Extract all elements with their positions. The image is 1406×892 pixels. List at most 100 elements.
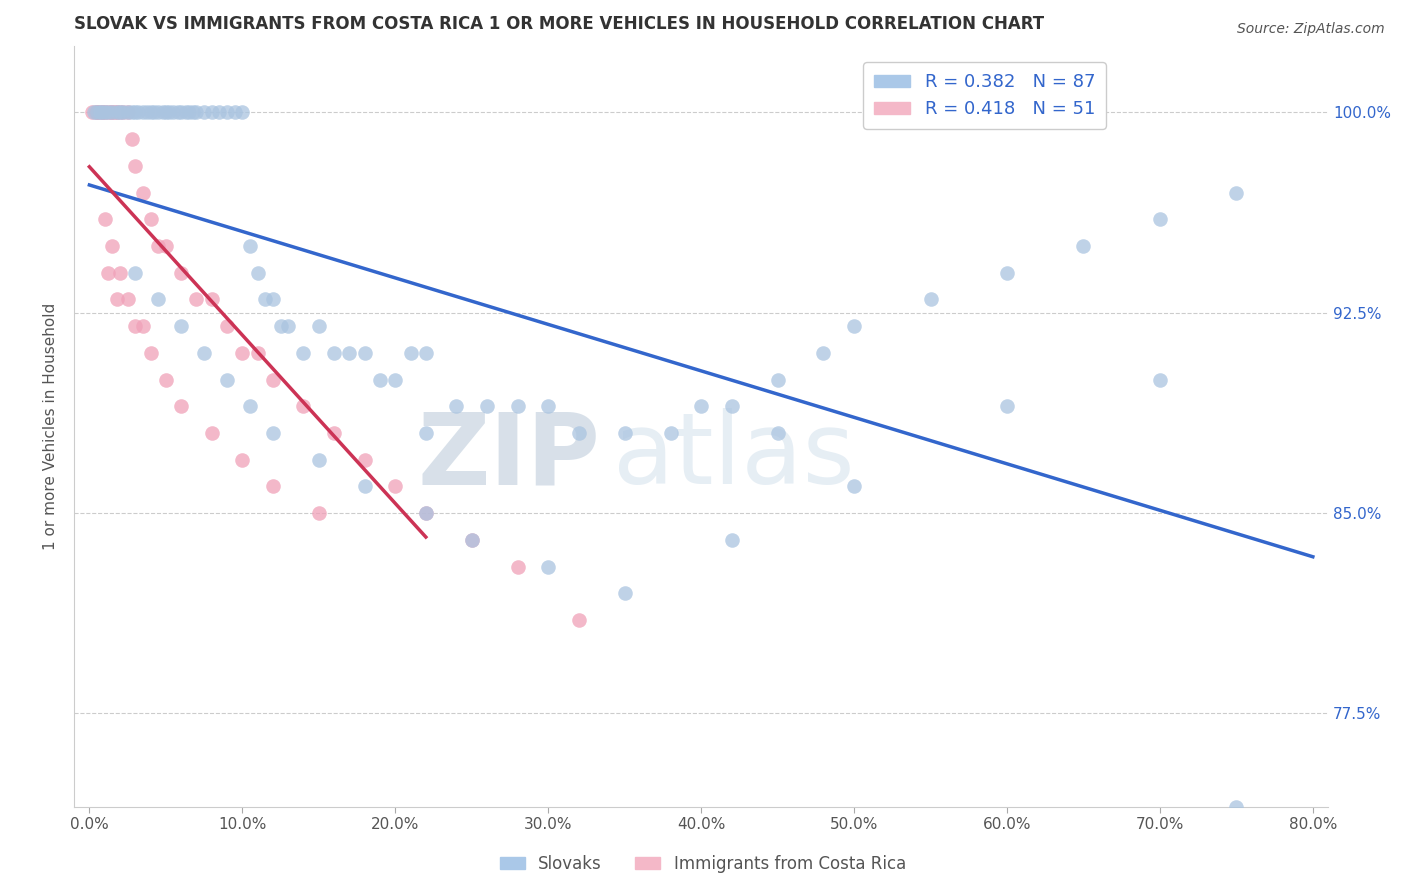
Point bbox=[720, 399, 742, 413]
Point bbox=[292, 346, 315, 360]
Point bbox=[239, 239, 262, 253]
Point bbox=[157, 105, 180, 120]
Point bbox=[813, 346, 835, 360]
Point bbox=[155, 373, 177, 387]
Point bbox=[475, 399, 498, 413]
Point bbox=[148, 293, 170, 307]
Point bbox=[215, 319, 238, 334]
Point bbox=[90, 105, 112, 120]
Point bbox=[132, 105, 155, 120]
Point bbox=[112, 105, 135, 120]
Point bbox=[170, 105, 193, 120]
Point bbox=[262, 373, 284, 387]
Point bbox=[1225, 186, 1247, 200]
Point bbox=[139, 105, 162, 120]
Point bbox=[920, 293, 942, 307]
Point bbox=[246, 346, 269, 360]
Point bbox=[193, 346, 215, 360]
Point bbox=[112, 105, 135, 120]
Point bbox=[659, 425, 682, 440]
Point bbox=[537, 399, 560, 413]
Point bbox=[1149, 373, 1171, 387]
Point bbox=[127, 105, 149, 120]
Point bbox=[1073, 239, 1095, 253]
Point bbox=[170, 266, 193, 280]
Point bbox=[766, 373, 789, 387]
Point bbox=[353, 346, 375, 360]
Point bbox=[201, 105, 224, 120]
Point bbox=[461, 533, 484, 547]
Point bbox=[368, 373, 391, 387]
Point bbox=[84, 105, 107, 120]
Point bbox=[97, 105, 120, 120]
Point bbox=[105, 293, 128, 307]
Point bbox=[89, 105, 111, 120]
Legend: Slovaks, Immigrants from Costa Rica: Slovaks, Immigrants from Costa Rica bbox=[494, 848, 912, 880]
Point bbox=[201, 425, 224, 440]
Point bbox=[132, 186, 155, 200]
Point bbox=[842, 479, 865, 493]
Point bbox=[86, 105, 108, 120]
Point bbox=[308, 452, 330, 467]
Point bbox=[93, 105, 115, 120]
Point bbox=[117, 293, 139, 307]
Point bbox=[995, 399, 1018, 413]
Legend: R = 0.382   N = 87, R = 0.418   N = 51: R = 0.382 N = 87, R = 0.418 N = 51 bbox=[863, 62, 1107, 129]
Point bbox=[766, 425, 789, 440]
Text: atlas: atlas bbox=[613, 409, 855, 505]
Point bbox=[292, 399, 315, 413]
Point bbox=[201, 293, 224, 307]
Point bbox=[155, 105, 177, 120]
Point bbox=[142, 105, 165, 120]
Point bbox=[117, 105, 139, 120]
Point bbox=[101, 105, 124, 120]
Point bbox=[613, 425, 636, 440]
Point bbox=[148, 239, 170, 253]
Point bbox=[136, 105, 159, 120]
Point bbox=[415, 506, 437, 520]
Point bbox=[121, 105, 143, 120]
Point bbox=[231, 346, 253, 360]
Point bbox=[124, 159, 146, 173]
Point bbox=[155, 239, 177, 253]
Point bbox=[215, 373, 238, 387]
Point bbox=[117, 105, 139, 120]
Point bbox=[231, 105, 253, 120]
Point bbox=[105, 105, 128, 120]
Point bbox=[337, 346, 360, 360]
Point bbox=[124, 319, 146, 334]
Point bbox=[1225, 800, 1247, 814]
Point bbox=[139, 346, 162, 360]
Point bbox=[174, 105, 197, 120]
Point bbox=[90, 105, 112, 120]
Point bbox=[239, 399, 262, 413]
Point bbox=[613, 586, 636, 600]
Point bbox=[720, 533, 742, 547]
Point bbox=[262, 293, 284, 307]
Point bbox=[270, 319, 292, 334]
Point bbox=[506, 559, 529, 574]
Point bbox=[384, 479, 406, 493]
Point bbox=[121, 132, 143, 146]
Point bbox=[399, 346, 422, 360]
Point bbox=[104, 105, 127, 120]
Point bbox=[568, 613, 591, 627]
Point bbox=[186, 293, 208, 307]
Point bbox=[308, 506, 330, 520]
Point bbox=[215, 105, 238, 120]
Point bbox=[101, 105, 124, 120]
Point bbox=[308, 319, 330, 334]
Point bbox=[93, 212, 115, 227]
Point bbox=[82, 105, 104, 120]
Point bbox=[167, 105, 190, 120]
Point bbox=[108, 266, 131, 280]
Point bbox=[208, 105, 231, 120]
Y-axis label: 1 or more Vehicles in Household: 1 or more Vehicles in Household bbox=[44, 302, 58, 550]
Point bbox=[124, 105, 146, 120]
Point bbox=[446, 399, 468, 413]
Point bbox=[124, 266, 146, 280]
Point bbox=[183, 105, 205, 120]
Point bbox=[1149, 212, 1171, 227]
Point bbox=[323, 346, 346, 360]
Point bbox=[170, 319, 193, 334]
